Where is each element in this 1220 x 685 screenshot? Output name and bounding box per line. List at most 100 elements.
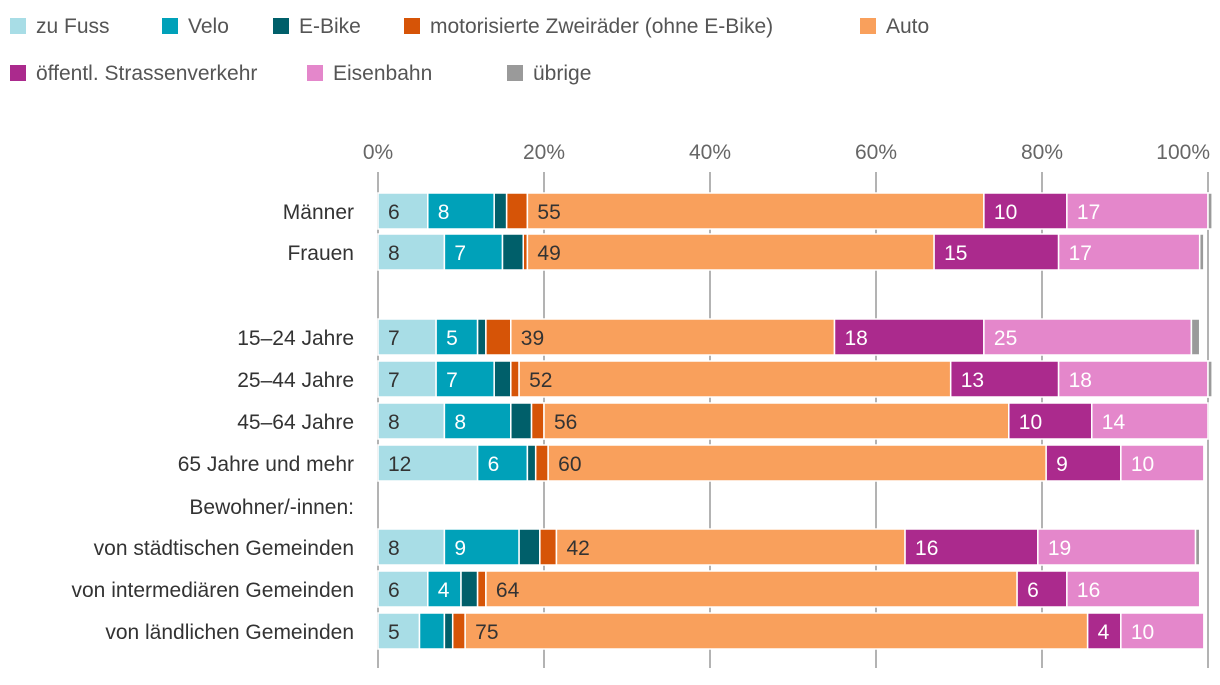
- bar-segment-öffentl-strassenverkehr: [949, 360, 1060, 398]
- bar-segment-motorisierte-zweiräder-ohne-e-bike: [539, 528, 558, 566]
- legend-item-eisenbahn: Eisenbahn: [307, 62, 432, 85]
- data-label: 7: [388, 369, 400, 392]
- bar-segment-zu-fuss: [377, 233, 446, 271]
- data-label: 7: [388, 327, 400, 350]
- data-label: 14: [1102, 411, 1126, 434]
- x-tick-label: 20%: [523, 141, 565, 164]
- bar-segment-öffentl-strassenverkehr: [904, 528, 1039, 566]
- category-label: Männer: [283, 201, 354, 224]
- data-label: 52: [529, 369, 552, 392]
- data-label: 8: [388, 411, 400, 434]
- legend-item-motorisierte-zweiräder-ohne-e-bike: motorisierte Zweiräder (ohne E-Bike): [404, 15, 773, 38]
- bar-row-25-44-jahre: 7 7 52 13 18: [377, 360, 1213, 398]
- x-tick-label: 40%: [689, 141, 731, 164]
- bar-segment-motorisierte-zweiräder-ohne-e-bike: [485, 318, 512, 356]
- category-label: 15–24 Jahre: [237, 327, 354, 350]
- category-labels: Männer Frauen 15–24 Jahre 25–44 Jahre 45–64 …: [72, 201, 355, 644]
- category-label: von städtischen Gemeinden: [94, 537, 354, 560]
- legend-item-öffentl-strassenverkehr: öffentl. Strassenverkehr: [10, 62, 257, 85]
- bar-segment-e-bike: [510, 402, 533, 440]
- data-label: 6: [388, 201, 400, 224]
- bar-segment-übrige: [1194, 528, 1201, 566]
- bar-segment-zu-fuss: [377, 612, 421, 650]
- data-label: 10: [1131, 453, 1154, 476]
- data-label: 6: [388, 579, 400, 602]
- data-label: 42: [566, 537, 589, 560]
- data-label: 18: [1069, 369, 1092, 392]
- bar-segment-zu-fuss: [377, 444, 479, 482]
- bar-row-45-64-jahre: 8 8 56 10 14: [377, 402, 1209, 440]
- legend-item-e-bike: E-Bike: [273, 15, 361, 38]
- data-label: 56: [554, 411, 577, 434]
- bar-segment-velo: [427, 192, 495, 230]
- legend-swatch: [507, 65, 523, 81]
- data-label: 10: [994, 201, 1017, 224]
- bar-segment-eisenbahn: [1037, 528, 1197, 566]
- data-label: 25: [994, 327, 1017, 350]
- data-label: 16: [1077, 579, 1100, 602]
- bar-segment-zu-fuss: [377, 528, 446, 566]
- bar-segment-zu-fuss: [377, 402, 446, 440]
- bar-segment-eisenbahn: [1057, 360, 1209, 398]
- data-label: 6: [488, 453, 500, 476]
- bar-segment-öffentl-strassenverkehr: [933, 233, 1060, 271]
- bar-row-65-jahre-und-mehr: 12 6 60 9 10: [377, 444, 1205, 482]
- bar-segment-velo: [443, 233, 504, 271]
- bar-segment-auto: [526, 233, 935, 271]
- data-label: 18: [845, 327, 868, 350]
- bar-row-15-24-jahre: 7 5 39 18 25: [377, 318, 1201, 356]
- data-label: 19: [1048, 537, 1071, 560]
- data-label: 60: [558, 453, 581, 476]
- bar-segment-e-bike: [443, 612, 454, 650]
- data-label: 7: [454, 242, 466, 265]
- data-label: 75: [475, 621, 498, 644]
- category-label: von ländlichen Gemeinden: [105, 621, 354, 644]
- bar-segment-e-bike: [518, 528, 541, 566]
- data-label: 8: [388, 242, 400, 265]
- data-label: 55: [537, 201, 560, 224]
- category-label: von intermediären Gemeinden: [72, 579, 355, 602]
- bar-segment-öffentl-strassenverkehr: [833, 318, 985, 356]
- bar-segment-e-bike: [460, 570, 479, 608]
- data-label: 9: [1056, 453, 1068, 476]
- data-label: 6: [1027, 579, 1039, 602]
- bar-segment-übrige: [1207, 192, 1213, 230]
- bar-segment-velo: [418, 612, 446, 650]
- bar-segment-velo: [476, 444, 529, 482]
- bar-segment-zu-fuss: [377, 318, 437, 356]
- data-label: 13: [961, 369, 984, 392]
- data-label: 4: [1098, 621, 1110, 644]
- data-label: 12: [388, 453, 411, 476]
- x-tick-label: 100%: [1156, 141, 1210, 164]
- bar-segment-öffentl-strassenverkehr: [1008, 402, 1093, 440]
- data-label: 64: [496, 579, 520, 602]
- bar-segment-eisenbahn: [1120, 444, 1205, 482]
- legend-swatch: [307, 65, 323, 81]
- bar-row-von-städtischen-gemeinden: 8 9 42 16 19: [377, 528, 1201, 566]
- legend-swatch: [10, 18, 26, 34]
- bar-segment-auto: [518, 360, 952, 398]
- x-tick-label: 80%: [1021, 141, 1063, 164]
- bar-segment-öffentl-strassenverkehr: [1016, 570, 1068, 608]
- bar-segment-velo: [435, 318, 479, 356]
- bar-row-männer: 6 8 55 10 17: [377, 192, 1213, 230]
- data-label: 17: [1069, 242, 1092, 265]
- bar-segment-übrige: [1198, 233, 1205, 271]
- data-label: 17: [1077, 201, 1100, 224]
- legend-swatch: [273, 18, 289, 34]
- legend-label: Velo: [188, 15, 229, 38]
- bar-segment-übrige: [1207, 360, 1213, 398]
- bar-segment-motorisierte-zweiräder-ohne-e-bike: [534, 444, 549, 482]
- x-tick-label: 0%: [363, 141, 393, 164]
- bar-segment-motorisierte-zweiräder-ohne-e-bike: [510, 360, 520, 398]
- legend-swatch: [162, 18, 178, 34]
- data-label: 7: [446, 369, 458, 392]
- legend-label: öffentl. Strassenverkehr: [36, 62, 257, 85]
- legend-item-zu-fuss: zu Fuss: [10, 15, 110, 38]
- bar-segment-auto: [464, 612, 1089, 650]
- category-label: 25–44 Jahre: [237, 369, 354, 392]
- bar-segment-e-bike: [526, 444, 537, 482]
- bar-segment-auto: [547, 444, 1047, 482]
- bar-segment-e-bike: [501, 233, 524, 271]
